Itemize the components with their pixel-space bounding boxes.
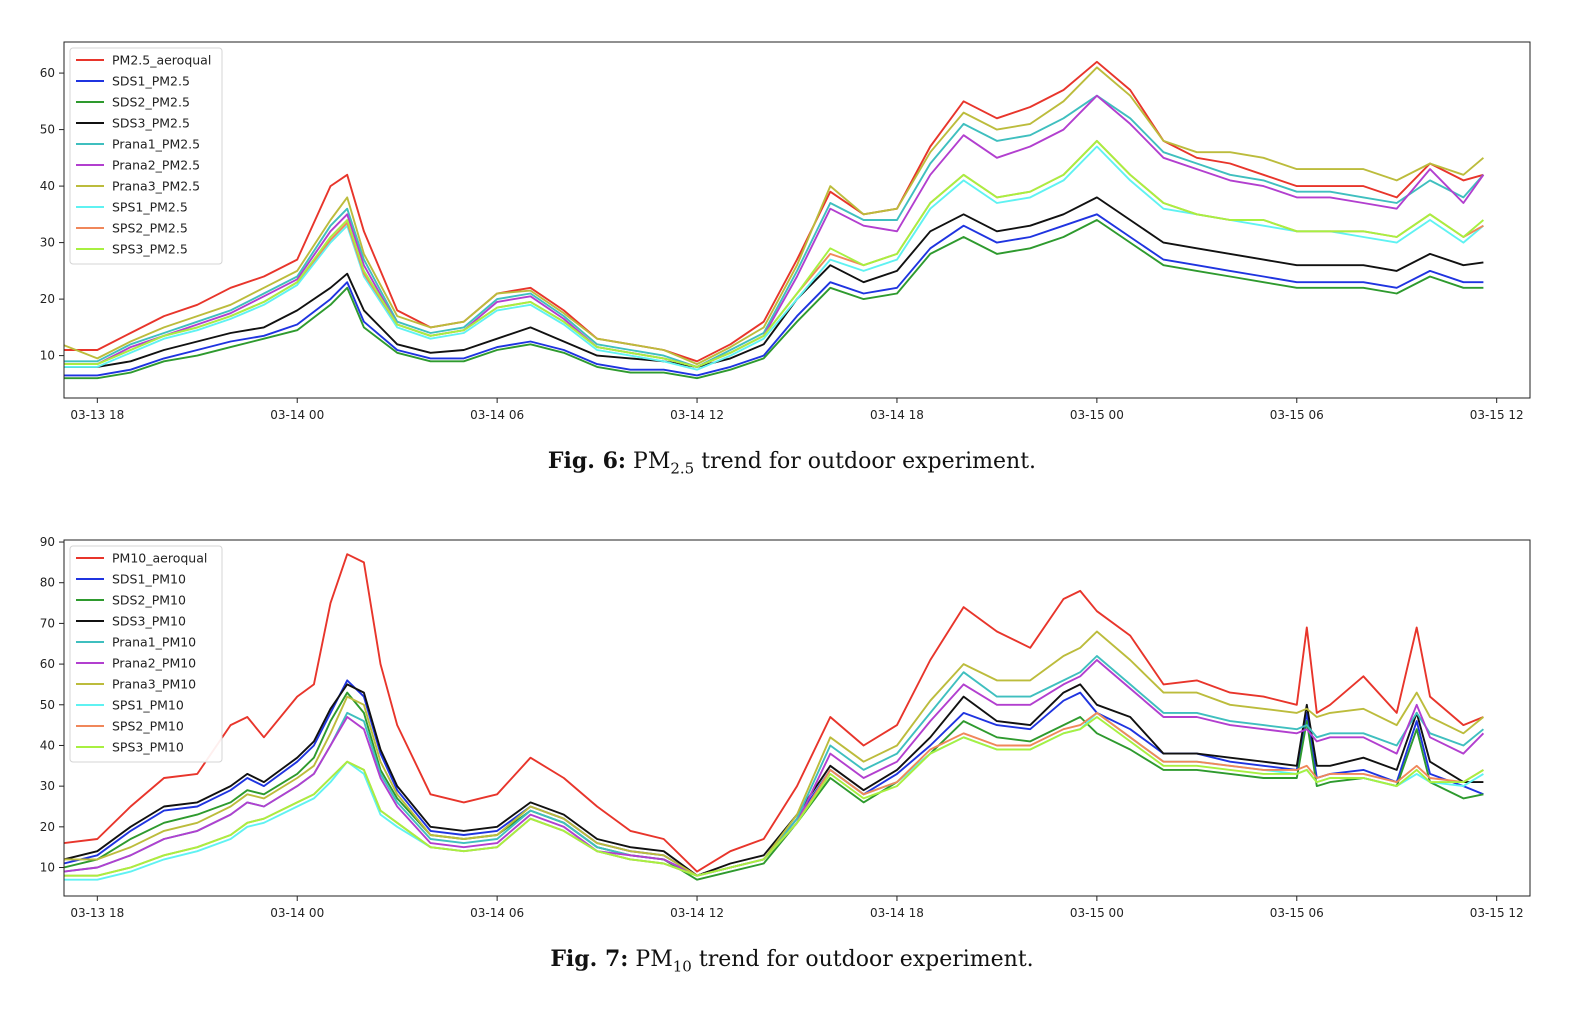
y-tick-label: 20 xyxy=(40,292,55,306)
series-line-sps1-pm2-5 xyxy=(64,145,1485,371)
caption-text: trend for outdoor experiment. xyxy=(691,947,1034,972)
legend-label: SPS3_PM10 xyxy=(112,740,184,755)
series-line-prana1-pm2-5 xyxy=(64,94,1485,368)
series-line-prana3-pm2-5 xyxy=(64,66,1485,366)
y-tick-label: 30 xyxy=(40,779,55,793)
x-tick-label: 03-15 12 xyxy=(1470,906,1524,920)
legend-label: Prana2_PM10 xyxy=(112,656,196,671)
series-line-sds2-pm10 xyxy=(64,691,1484,881)
series-line-prana2-pm10 xyxy=(64,659,1485,877)
series-line-sps3-pm2-5 xyxy=(64,139,1485,368)
x-tick-label: 03-14 18 xyxy=(870,408,924,422)
x-tick-label: 03-13 18 xyxy=(70,408,124,422)
y-tick-label: 10 xyxy=(40,349,55,363)
y-tick-label: 40 xyxy=(40,179,55,193)
caption-text: trend for outdoor experiment. xyxy=(694,449,1037,474)
caption-pm: PM xyxy=(635,947,673,972)
legend-label: Prana3_PM10 xyxy=(112,677,196,692)
x-tick-label: 03-15 12 xyxy=(1470,408,1524,422)
y-tick-label: 70 xyxy=(40,616,55,630)
chart-pm10: 10 20 30 40 50 60 70 80 90 03-13 18 03-14 00 03-14 … xyxy=(40,535,1531,920)
series-line-prana3-pm10 xyxy=(64,630,1485,877)
x-tick-label: 03-15 00 xyxy=(1070,408,1124,422)
x-tick-label: 03-14 12 xyxy=(670,906,724,920)
plot-frame xyxy=(63,41,1531,399)
x-tick-label: 03-14 00 xyxy=(270,408,324,422)
legend-label: Prana1_PM10 xyxy=(112,635,196,650)
y-tick-label: 60 xyxy=(40,657,55,671)
x-tick-label: 03-13 18 xyxy=(70,906,124,920)
legend-label: SPS2_PM2.5 xyxy=(112,221,188,236)
y-tick-label: 50 xyxy=(40,698,55,712)
legend-label: PM2.5_aeroqual xyxy=(112,53,211,68)
caption-pm: PM xyxy=(633,449,671,474)
x-tick-label: 03-14 18 xyxy=(870,906,924,920)
caption-label: Fig. 6: xyxy=(547,448,627,474)
plot-frame xyxy=(63,539,1531,897)
x-tick-label: 03-14 00 xyxy=(270,906,324,920)
legend-label: SPS1_PM10 xyxy=(112,698,184,713)
legend-label: SPS2_PM10 xyxy=(112,719,184,734)
y-tick-label: 10 xyxy=(40,861,55,875)
series-line-sds3-pm2-5 xyxy=(64,196,1484,368)
legend-label: PM10_aeroqual xyxy=(112,551,207,566)
series-line-pm2-5-aeroqual xyxy=(64,60,1484,363)
legend-label: SDS2_PM2.5 xyxy=(112,95,190,110)
legend-label: Prana3_PM2.5 xyxy=(112,179,200,194)
x-tick-label: 03-15 00 xyxy=(1070,906,1124,920)
series-line-pm10-aeroqual xyxy=(64,553,1484,873)
legend-label: Prana1_PM2.5 xyxy=(112,137,200,152)
legend-label: SDS3_PM2.5 xyxy=(112,116,190,131)
legend-label: Prana2_PM2.5 xyxy=(112,158,200,173)
legend-box xyxy=(69,545,223,763)
y-tick-label: 20 xyxy=(40,820,55,834)
figure-caption-7: Fig. 7: PM10 trend for outdoor experimen… xyxy=(0,946,1584,975)
x-tick-label: 03-15 06 xyxy=(1270,408,1324,422)
legend-label: SDS2_PM10 xyxy=(112,593,186,608)
legend-label: SDS3_PM10 xyxy=(112,614,186,629)
series-line-sds2-pm2-5 xyxy=(64,219,1484,380)
caption-subscript: 10 xyxy=(672,957,692,976)
x-tick-label: 03-14 12 xyxy=(670,408,724,422)
x-tick-label: 03-15 06 xyxy=(1270,906,1324,920)
chart-pm25: 10 20 30 40 50 60 03-13 18 03-14 00 03-14 06 03-1… xyxy=(40,41,1531,422)
y-tick-label: 40 xyxy=(40,738,55,752)
series-line-sds3-pm10 xyxy=(64,683,1484,877)
y-tick-label: 50 xyxy=(40,123,55,137)
x-tick-label: 03-14 06 xyxy=(470,906,524,920)
series-line-sds1-pm2-5 xyxy=(64,213,1484,377)
y-tick-label: 30 xyxy=(40,236,55,250)
legend-label: SPS1_PM2.5 xyxy=(112,200,188,215)
legend-label: SPS3_PM2.5 xyxy=(112,242,188,257)
legend-label: SDS1_PM10 xyxy=(112,572,186,587)
y-tick-label: 90 xyxy=(40,535,55,549)
x-tick-label: 03-14 06 xyxy=(470,408,524,422)
series-line-sps3-pm10 xyxy=(64,716,1484,877)
y-tick-label: 80 xyxy=(40,576,55,590)
y-tick-label: 60 xyxy=(40,66,55,80)
figure-caption-6: Fig. 6: PM2.5 trend for outdoor experime… xyxy=(0,448,1584,477)
caption-subscript: 2.5 xyxy=(670,459,695,478)
legend-label: SDS1_PM2.5 xyxy=(112,74,190,89)
caption-label: Fig. 7: xyxy=(550,946,629,972)
legend-box xyxy=(69,47,223,265)
